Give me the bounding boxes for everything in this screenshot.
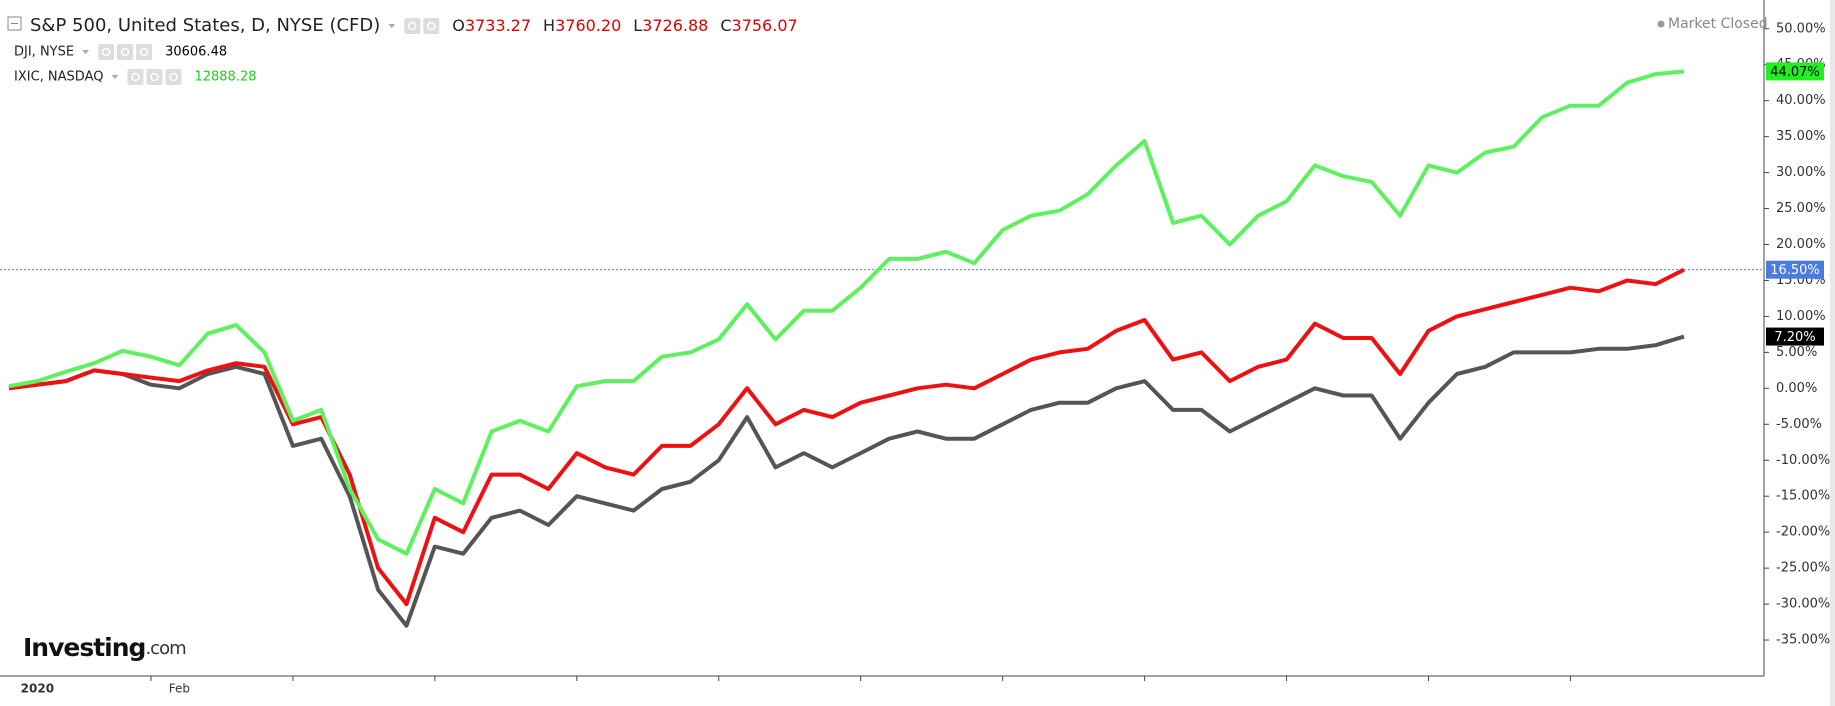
- ohlc-key: C: [720, 16, 731, 35]
- x-tick-label: 2020: [21, 682, 54, 696]
- status-dot: [1657, 20, 1665, 28]
- legend-name: S&P 500, United States, D, NYSE (CFD): [30, 15, 380, 36]
- quote: 12888.28: [194, 70, 256, 85]
- dropdown-arrow: [111, 75, 119, 79]
- market-status: Market Closed: [1668, 16, 1768, 32]
- ohlc-key: H: [543, 16, 555, 35]
- x-tick-label: Feb: [169, 682, 190, 696]
- y-tick-label: 25.00%: [1776, 201, 1826, 216]
- y-tick-label: -35.00%: [1776, 633, 1830, 648]
- series-tool-glyph: [169, 72, 178, 82]
- y-tick-label: 10.00%: [1776, 309, 1826, 324]
- y-tick-label: 5.00%: [1776, 345, 1817, 360]
- y-tick-label: -25.00%: [1776, 561, 1830, 576]
- value-label: 7.20%: [1774, 330, 1815, 345]
- ohlc-value: 3756.07: [732, 16, 798, 35]
- dropdown-arrow: [388, 24, 396, 28]
- y-tick-label: -5.00%: [1776, 417, 1822, 432]
- value-label: 44.07%: [1770, 65, 1820, 80]
- value-label-box: [1766, 327, 1824, 346]
- value-label-box: [1766, 62, 1824, 81]
- y-tick-label: -30.00%: [1776, 597, 1830, 612]
- logo-brand: Investing: [23, 633, 145, 662]
- ohlc-value: 3733.27: [465, 16, 531, 35]
- series-tool-glyph: [101, 47, 111, 57]
- collapse-icon[interactable]: [7, 16, 22, 31]
- y-tick-label: 20.00%: [1776, 237, 1826, 252]
- series-tool-glyph: [408, 21, 417, 31]
- series-tool-glyph: [150, 72, 159, 82]
- y-tick-label: -15.00%: [1776, 489, 1830, 504]
- y-tick-label: 30.00%: [1776, 165, 1826, 180]
- y-tick-label: 0.00%: [1776, 381, 1817, 396]
- series-tool-icon: [117, 44, 134, 60]
- series-tool-icon: [146, 69, 163, 85]
- y-tick-label: 40.00%: [1776, 93, 1826, 108]
- ohlc: O3733.27 H3760.20 L3726.88 C3756.07: [452, 16, 797, 35]
- series-tool-icon: [165, 69, 182, 85]
- y-tick-label: 35.00%: [1776, 129, 1826, 144]
- series-line: [8, 267, 1685, 607]
- quote: 30606.48: [165, 45, 227, 60]
- logo-suffix: .com: [145, 638, 185, 659]
- legend-name: IXIC, NASDAQ: [14, 70, 103, 85]
- series-tool-icon: [404, 18, 421, 34]
- series-tool-glyph: [139, 47, 149, 57]
- ohlc-key: O: [452, 16, 465, 35]
- y-tick-label: 50.00%: [1776, 21, 1826, 36]
- series-tool-glyph: [131, 72, 140, 82]
- series-line: [8, 334, 1685, 628]
- value-label: 16.50%: [1770, 263, 1820, 278]
- ohlc-value: 3760.20: [555, 16, 621, 35]
- series-tool-icon: [127, 69, 144, 85]
- series-line: [8, 69, 1685, 556]
- series-tool-glyph: [427, 21, 436, 31]
- ohlc-key: L: [633, 16, 642, 35]
- y-tick-label: -20.00%: [1776, 525, 1830, 540]
- series-tool-icon: [423, 18, 440, 34]
- ohlc-value: 3726.88: [642, 16, 708, 35]
- scrollbar: [1830, 0, 1835, 706]
- series-tool-icon: [98, 44, 115, 60]
- legend-name: DJI, NYSE: [14, 45, 74, 60]
- logo: Investing.com: [23, 633, 186, 662]
- dropdown-arrow: [82, 50, 90, 54]
- series-tool-glyph: [120, 47, 130, 57]
- y-tick-label: -10.00%: [1776, 453, 1830, 468]
- value-label-box: [1766, 260, 1824, 279]
- series-tool-icon: [136, 44, 153, 60]
